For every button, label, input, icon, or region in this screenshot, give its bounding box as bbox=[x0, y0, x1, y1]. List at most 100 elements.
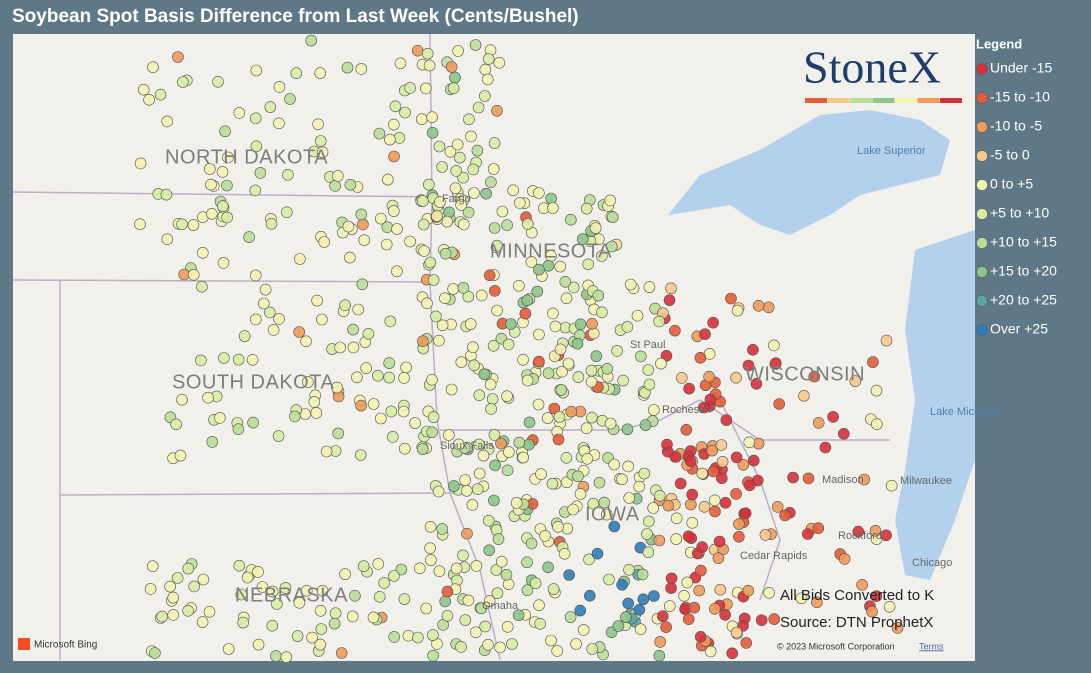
bid-marker bbox=[176, 393, 188, 406]
note: Source: DTN ProphetX bbox=[780, 614, 933, 631]
bid-marker bbox=[603, 573, 615, 586]
state-label: WISCONSIN bbox=[745, 363, 865, 385]
bid-marker bbox=[351, 371, 363, 384]
bid-marker bbox=[521, 556, 533, 569]
bid-marker bbox=[574, 318, 587, 331]
bid-marker bbox=[417, 195, 429, 207]
bid-marker bbox=[372, 558, 385, 570]
bid-marker bbox=[388, 631, 401, 643]
bid-marker bbox=[488, 494, 500, 507]
bid-marker bbox=[582, 258, 595, 271]
bid-marker bbox=[329, 607, 342, 620]
bid-marker bbox=[217, 200, 229, 212]
bid-marker bbox=[696, 541, 708, 553]
legend-marker bbox=[976, 150, 988, 162]
provider: Microsoft Bing bbox=[34, 640, 97, 651]
bid-marker bbox=[400, 361, 412, 374]
bid-marker bbox=[233, 559, 246, 572]
bid-marker bbox=[688, 601, 701, 614]
bid-marker bbox=[554, 343, 567, 356]
bid-marker bbox=[291, 630, 304, 642]
bid-marker bbox=[740, 637, 753, 649]
bid-marker bbox=[143, 94, 155, 106]
bid-marker bbox=[779, 509, 791, 522]
terms-link[interactable]: Terms bbox=[919, 641, 944, 651]
bid-marker bbox=[358, 234, 371, 246]
bid-marker bbox=[480, 187, 492, 200]
bid-marker bbox=[495, 555, 508, 568]
bid-marker bbox=[398, 372, 410, 384]
bid-marker bbox=[206, 436, 219, 448]
legend-label: +20 to +25 bbox=[990, 292, 1057, 308]
place-label: Sioux Falls bbox=[440, 440, 494, 452]
bid-marker bbox=[747, 454, 760, 467]
bid-marker bbox=[314, 67, 327, 79]
bid-marker bbox=[426, 426, 438, 439]
bid-marker bbox=[433, 140, 446, 153]
bid-marker bbox=[357, 218, 369, 231]
bid-marker bbox=[545, 192, 557, 205]
bid-marker bbox=[621, 423, 634, 436]
bid-marker bbox=[469, 626, 482, 639]
logo-stripe bbox=[940, 98, 962, 103]
bid-marker bbox=[339, 568, 351, 580]
place-label: Lake Superior bbox=[857, 145, 926, 157]
logo-stripe bbox=[872, 98, 895, 103]
bid-marker bbox=[273, 313, 285, 325]
bid-marker bbox=[586, 317, 598, 330]
legend-marker bbox=[976, 121, 988, 133]
bid-marker bbox=[591, 547, 604, 560]
bid-marker bbox=[605, 240, 618, 253]
bid-marker bbox=[425, 554, 437, 566]
bid-marker bbox=[771, 501, 784, 513]
place-label: Omaha bbox=[482, 600, 519, 612]
bid-marker bbox=[517, 353, 529, 366]
logo-stripe bbox=[850, 98, 872, 103]
bid-marker bbox=[293, 596, 306, 609]
bid-marker bbox=[870, 384, 883, 397]
bid-marker bbox=[592, 289, 605, 302]
bid-marker bbox=[267, 324, 280, 336]
bid-marker bbox=[447, 82, 460, 94]
bid-marker bbox=[232, 423, 245, 436]
bid-marker bbox=[346, 610, 359, 623]
bid-marker bbox=[387, 118, 400, 131]
bid-marker bbox=[867, 356, 879, 368]
bid-marker bbox=[367, 398, 380, 410]
bid-marker bbox=[838, 553, 851, 565]
bid-marker bbox=[315, 623, 328, 635]
bid-marker bbox=[533, 355, 545, 368]
bid-marker bbox=[507, 184, 520, 197]
bid-marker bbox=[355, 208, 368, 221]
bid-marker bbox=[533, 187, 545, 199]
bid-marker bbox=[161, 233, 174, 245]
bid-marker bbox=[470, 560, 483, 572]
bid-marker bbox=[347, 323, 359, 336]
bid-marker bbox=[449, 71, 461, 84]
bid-marker bbox=[482, 514, 495, 527]
bid-marker bbox=[433, 334, 445, 347]
bid-marker bbox=[398, 593, 411, 605]
bid-marker bbox=[525, 537, 538, 550]
bid-marker bbox=[653, 649, 666, 662]
bid-marker bbox=[653, 489, 666, 502]
bid-marker bbox=[479, 620, 492, 633]
bid-marker bbox=[708, 494, 721, 507]
bid-marker bbox=[212, 76, 224, 88]
bid-marker bbox=[891, 622, 904, 634]
bid-marker bbox=[182, 604, 194, 617]
state-label: IOWA bbox=[585, 503, 640, 525]
bid-marker bbox=[648, 590, 660, 602]
bid-marker bbox=[306, 631, 318, 644]
bid-marker bbox=[487, 163, 500, 175]
bid-marker bbox=[436, 523, 449, 535]
bid-marker bbox=[449, 182, 462, 194]
bid-marker bbox=[521, 584, 534, 597]
bid-marker bbox=[694, 564, 707, 577]
bid-marker bbox=[547, 307, 559, 320]
bid-marker bbox=[549, 320, 562, 333]
bid-marker bbox=[665, 582, 677, 594]
bid-marker bbox=[383, 357, 396, 369]
bid-marker bbox=[542, 367, 555, 380]
place-label: Lake Michigan bbox=[930, 406, 1001, 418]
